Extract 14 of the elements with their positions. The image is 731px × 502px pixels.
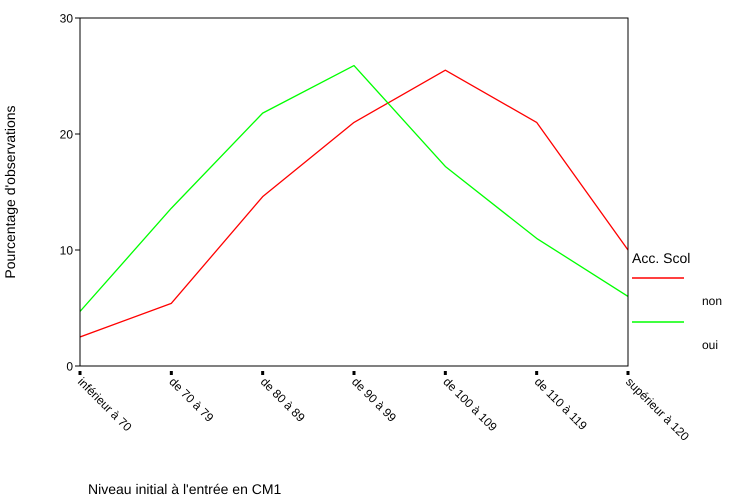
text: oui [702,338,718,352]
y-tick-label: 0 [66,359,74,374]
y-tick-label: 20 [60,127,74,142]
text: non [702,294,722,308]
y-axis-title: Pourcentage d'observations [2,105,18,279]
y-tick-label: 30 [60,11,74,26]
x-tick-label: de 90 à 99 [349,374,400,425]
legend-title: Acc. Scol [632,250,692,266]
x-tick-label: de 100 à 109 [440,374,500,434]
y-tick-label: 10 [60,243,74,258]
x-tick-label: de 110 à 119 [532,374,590,434]
x-tick-label: de 70 à 79 [166,374,217,425]
x-axis-title: Niveau initial à l'entrée en CM1 [88,481,282,497]
x-tick-label: de 80 à 89 [258,374,308,425]
